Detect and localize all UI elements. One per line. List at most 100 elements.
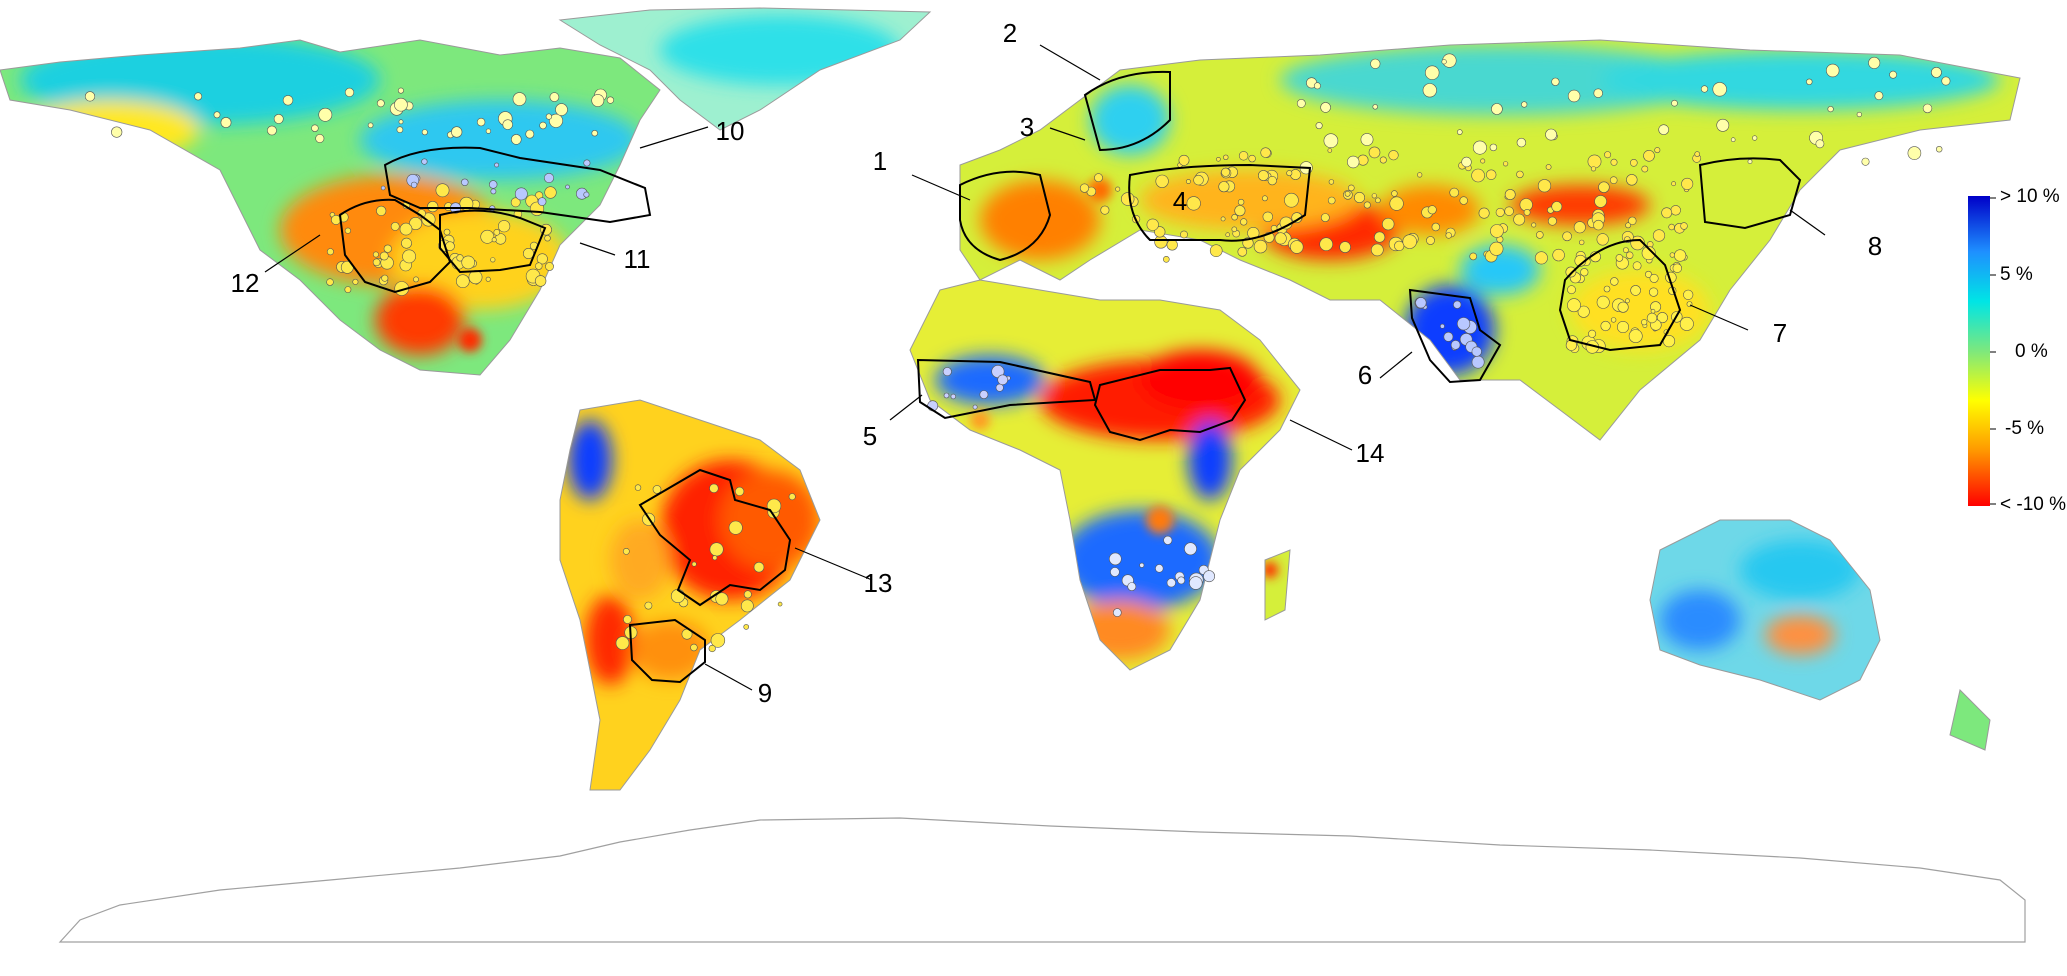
station-marker <box>282 95 294 106</box>
station-marker <box>1856 111 1862 118</box>
station-marker <box>1323 133 1339 148</box>
station-marker <box>397 87 404 94</box>
station-marker <box>1127 582 1137 591</box>
region-outline-8 <box>1698 157 1802 230</box>
station-marker <box>1313 82 1321 90</box>
station-marker <box>623 615 632 624</box>
leader-lines <box>264 44 1826 691</box>
station-marker <box>1670 205 1681 216</box>
station-marker <box>396 126 404 133</box>
station-marker <box>1593 88 1603 98</box>
station-marker <box>1593 219 1604 231</box>
station-marker <box>311 124 319 132</box>
station-marker <box>544 186 557 199</box>
station-marker <box>549 92 560 102</box>
station-marker <box>583 159 591 167</box>
region-outlines <box>338 70 1802 684</box>
station-marker <box>1262 195 1268 202</box>
station-marker <box>1155 564 1164 573</box>
station-marker <box>1339 241 1351 253</box>
station-marker <box>1344 190 1351 197</box>
station-marker <box>972 404 978 410</box>
station-marker <box>1456 317 1471 331</box>
legend-label-max: > 10 % <box>2000 186 2060 207</box>
station-marker <box>1502 161 1509 167</box>
station-marker <box>1363 201 1371 209</box>
station-marker <box>1402 234 1417 249</box>
region-outline-5 <box>916 358 1097 420</box>
station-marker <box>1922 103 1933 114</box>
station-marker <box>1286 170 1293 177</box>
station-marker <box>344 286 352 293</box>
station-marker <box>1471 168 1485 183</box>
station-marker <box>1154 226 1166 238</box>
station-marker <box>591 130 598 137</box>
station-marker <box>1441 59 1447 65</box>
station-marker <box>394 97 408 112</box>
station-marker <box>1610 158 1618 166</box>
station-marker <box>1320 102 1331 113</box>
station-marker <box>1391 190 1398 197</box>
station-marker <box>1371 243 1384 257</box>
station-marker <box>1320 213 1330 222</box>
station-marker <box>399 222 413 236</box>
region-labels: 1 2 3 4 5 6 7 8 9 10 11 12 13 14 <box>231 18 1883 708</box>
station-marker <box>502 119 513 130</box>
station-marker <box>1747 159 1753 164</box>
station-marker <box>1491 103 1503 115</box>
region-outline-6 <box>1408 288 1502 384</box>
station-marker <box>1469 252 1477 261</box>
station-marker <box>1189 576 1203 590</box>
station-marker <box>372 258 381 267</box>
station-marker <box>1534 251 1548 265</box>
station-marker <box>1180 230 1188 239</box>
station-marker <box>344 87 355 97</box>
station-marker <box>1445 232 1452 239</box>
station-marker <box>1427 205 1437 215</box>
station-markers <box>84 53 1951 653</box>
station-marker <box>1521 101 1528 108</box>
station-marker <box>743 590 752 599</box>
station-marker <box>565 184 570 190</box>
region-outline-13 <box>638 468 792 607</box>
station-marker <box>728 520 743 535</box>
station-marker <box>788 493 796 501</box>
station-marker <box>1628 329 1643 343</box>
station-marker <box>1578 239 1585 246</box>
station-marker <box>468 270 483 285</box>
station-marker <box>1671 99 1678 107</box>
station-marker <box>1327 196 1336 205</box>
station-marker <box>461 255 476 270</box>
station-marker <box>489 180 498 189</box>
station-marker <box>534 275 547 287</box>
station-marker <box>1231 214 1238 221</box>
station-marker <box>1596 233 1609 246</box>
station-marker <box>548 113 563 128</box>
station-marker <box>1290 240 1304 254</box>
station-marker <box>1184 542 1197 556</box>
region-label-13: 13 <box>864 568 893 598</box>
station-marker <box>1935 146 1943 153</box>
station-marker <box>455 274 470 289</box>
station-marker <box>1604 151 1612 159</box>
station-marker <box>1545 164 1552 170</box>
station-marker <box>1672 263 1683 273</box>
region-label-2: 2 <box>1003 18 1017 48</box>
station-marker <box>691 561 697 567</box>
station-marker <box>1485 169 1497 180</box>
station-marker <box>1267 176 1277 186</box>
station-marker <box>1646 312 1658 324</box>
station-marker <box>383 244 392 253</box>
station-marker <box>1716 118 1730 132</box>
station-marker <box>1274 232 1287 245</box>
station-marker <box>1100 205 1110 215</box>
station-marker <box>1490 224 1504 238</box>
station-marker <box>1941 76 1951 86</box>
legend-label-5: 5 % <box>2000 264 2033 285</box>
station-marker <box>709 483 719 493</box>
station-marker <box>1319 237 1333 251</box>
station-marker <box>979 390 989 399</box>
station-marker <box>315 134 325 144</box>
region-label-3: 3 <box>1020 112 1034 142</box>
station-marker <box>485 128 492 134</box>
